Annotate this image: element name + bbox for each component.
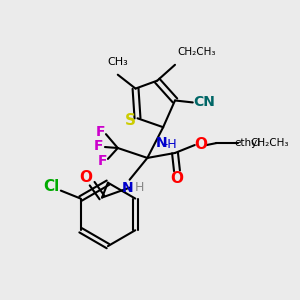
Text: O: O	[170, 171, 184, 186]
Text: –H: –H	[161, 138, 177, 151]
Text: N: N	[155, 136, 167, 150]
Text: S: S	[125, 113, 136, 128]
Text: F: F	[97, 154, 107, 168]
Text: N: N	[122, 181, 134, 195]
Text: CH₃: CH₃	[107, 57, 128, 67]
Text: CH₂CH₃: CH₂CH₃	[250, 138, 289, 148]
Text: ethyl: ethyl	[234, 138, 260, 148]
Text: H: H	[135, 181, 144, 194]
Text: F: F	[95, 125, 105, 139]
Text: CN: CN	[194, 95, 215, 110]
Text: F: F	[93, 139, 103, 153]
Text: Cl: Cl	[43, 179, 59, 194]
Text: CH₂CH₃: CH₂CH₃	[177, 47, 215, 57]
Text: O: O	[80, 170, 93, 185]
Text: O: O	[194, 136, 207, 152]
